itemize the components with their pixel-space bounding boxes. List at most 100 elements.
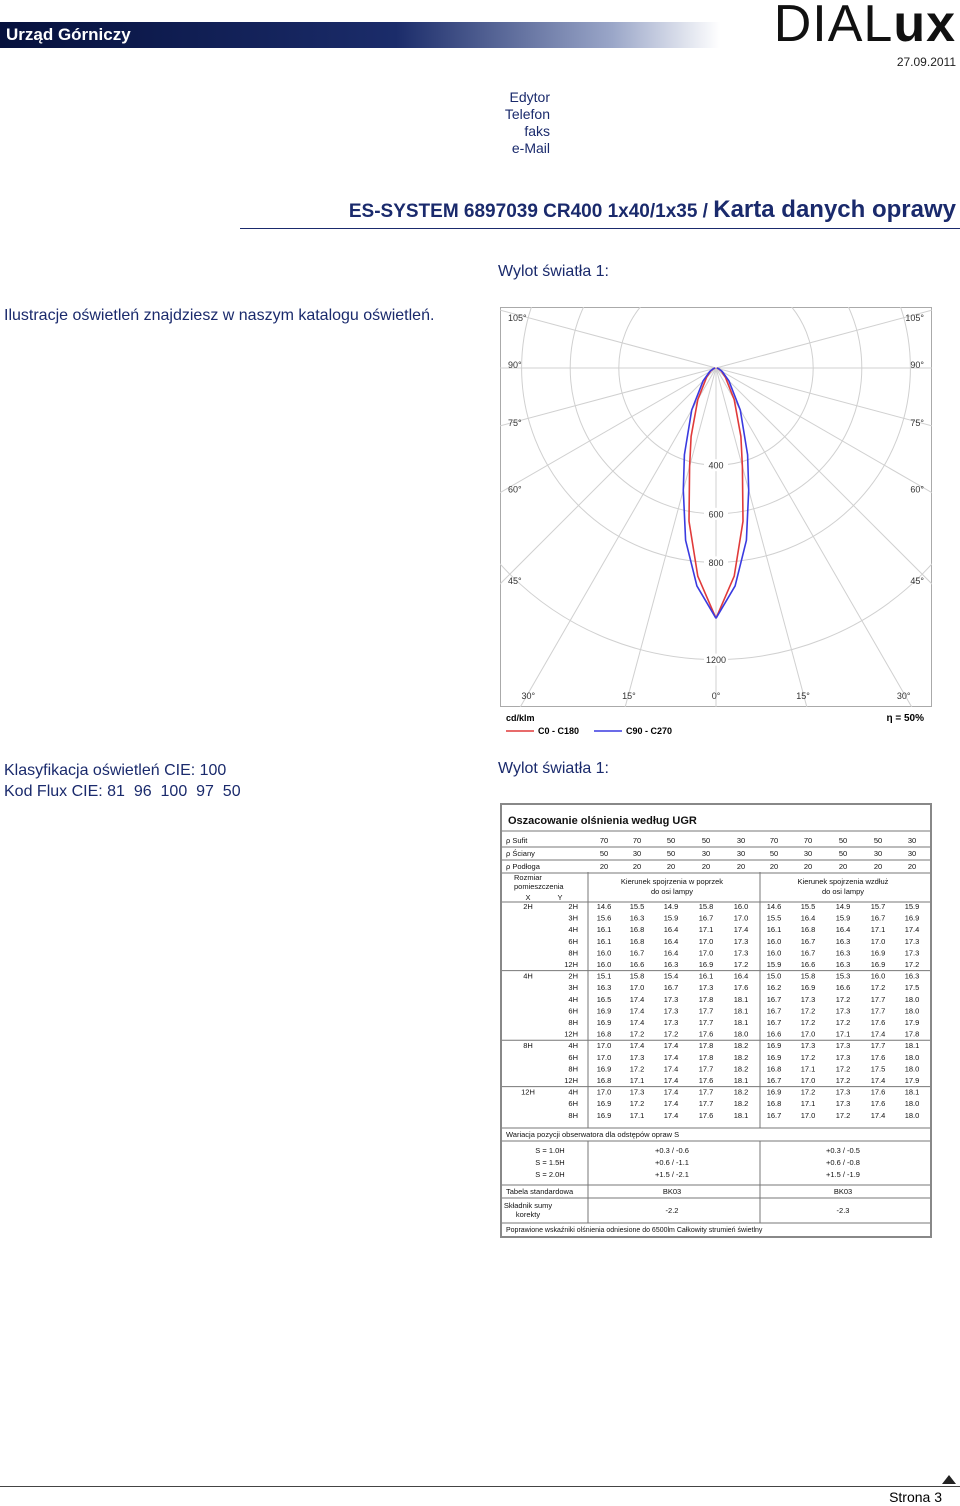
room-y: 2H bbox=[568, 972, 578, 981]
ugr-value: 16.8 bbox=[630, 925, 645, 934]
y-label: Y bbox=[557, 893, 562, 902]
radial-tick-label: 1200 bbox=[706, 655, 726, 665]
ugr-value: 17.4 bbox=[630, 1006, 645, 1015]
angle-label: 90° bbox=[910, 360, 924, 370]
ugr-value: 17.4 bbox=[630, 1041, 645, 1050]
ugr-value: 16.9 bbox=[597, 1064, 612, 1073]
ugr-value: 17.2 bbox=[836, 995, 851, 1004]
ugr-value: 17.0 bbox=[801, 1111, 816, 1120]
ugr-value: 15.5 bbox=[801, 902, 816, 911]
ugr-value: 17.7 bbox=[699, 1064, 714, 1073]
ugr-value: 17.4 bbox=[664, 1099, 679, 1108]
variation: +1.5 / -1.9 bbox=[826, 1170, 860, 1179]
spacing: S = 1.5H bbox=[535, 1158, 564, 1167]
ugr-value: 16.9 bbox=[801, 983, 816, 992]
ugr-value: 16.9 bbox=[905, 914, 920, 923]
ugr-value: 17.3 bbox=[630, 1053, 645, 1062]
ugr-value: 17.1 bbox=[871, 925, 886, 934]
ugr-value: 17.2 bbox=[836, 1064, 851, 1073]
ugr-value: 15.8 bbox=[801, 972, 816, 981]
ugr-value: 16.3 bbox=[836, 948, 851, 957]
ugr-value: 17.6 bbox=[734, 983, 749, 992]
ugr-value: 18.1 bbox=[734, 1076, 749, 1085]
label-bg bbox=[704, 653, 728, 666]
reflectance-label: ρ Sufit bbox=[506, 836, 528, 845]
grid-ray bbox=[715, 367, 932, 585]
ugr-value: 17.5 bbox=[871, 1064, 886, 1073]
ugr-value: 16.7 bbox=[871, 914, 886, 923]
room-y: 8H bbox=[568, 1064, 578, 1073]
dir-along: do osi lampy bbox=[822, 887, 864, 896]
ugr-value: 17.4 bbox=[871, 1111, 886, 1120]
ugr-value: 16.8 bbox=[597, 1076, 612, 1085]
ugr-value: 17.1 bbox=[836, 1030, 851, 1039]
ugr-value: 16.3 bbox=[905, 972, 920, 981]
reflectance-value: 50 bbox=[839, 849, 847, 858]
ugr-value: 16.9 bbox=[699, 960, 714, 969]
ugr-value: 17.3 bbox=[630, 1088, 645, 1097]
ugr-value: 16.9 bbox=[871, 960, 886, 969]
brand: Urząd Górniczy bbox=[6, 25, 131, 44]
reflectance-value: 20 bbox=[667, 862, 675, 871]
ugr-value: 17.8 bbox=[699, 1041, 714, 1050]
ugr-value: 16.4 bbox=[734, 972, 749, 981]
ugr-value: 16.3 bbox=[836, 937, 851, 946]
reflectance-value: 50 bbox=[874, 836, 882, 845]
ugr-value: 17.0 bbox=[801, 1030, 816, 1039]
reflectance-value: 70 bbox=[633, 836, 641, 845]
ugr-value: 16.7 bbox=[801, 948, 816, 957]
reflectance-value: 20 bbox=[908, 862, 916, 871]
ugr-value: 15.0 bbox=[767, 972, 782, 981]
ugr-value: 16.9 bbox=[767, 1041, 782, 1050]
ugr-value: 17.4 bbox=[664, 1064, 679, 1073]
ugr-value: 17.5 bbox=[905, 983, 920, 992]
flux-code: Kod Flux CIE: 81 96 100 97 50 bbox=[4, 783, 241, 800]
ugr-value: 17.1 bbox=[630, 1111, 645, 1120]
ugr-value: 17.0 bbox=[699, 937, 714, 946]
reflectance-value: 70 bbox=[770, 836, 778, 845]
grid-ray bbox=[500, 309, 717, 369]
ugr-value: 16.2 bbox=[767, 983, 782, 992]
correction-label: korekty bbox=[516, 1210, 540, 1219]
ugr-value: 18.1 bbox=[734, 995, 749, 1004]
ugr-value: 18.2 bbox=[734, 1053, 749, 1062]
ugr-value: 17.2 bbox=[836, 1018, 851, 1027]
ugr-value: 17.2 bbox=[801, 1018, 816, 1027]
room-y: 4H bbox=[568, 995, 578, 1004]
ugr-value: 16.9 bbox=[597, 1111, 612, 1120]
ugr-value: 16.4 bbox=[664, 937, 679, 946]
angle-label: 15° bbox=[796, 691, 810, 701]
ugr-value: 17.6 bbox=[699, 1030, 714, 1039]
ugr-value: 16.0 bbox=[597, 960, 612, 969]
ugr-value: 16.8 bbox=[767, 1099, 782, 1108]
reflectance-label: ρ Ściany bbox=[506, 849, 535, 858]
ugr-value: 17.2 bbox=[734, 960, 749, 969]
ugr-value: 15.9 bbox=[664, 914, 679, 923]
ugr-value: 15.5 bbox=[767, 914, 782, 923]
ugr-value: 17.4 bbox=[664, 1041, 679, 1050]
grid-ray bbox=[500, 367, 717, 585]
doc-type: Karta danych oprawy bbox=[713, 196, 956, 223]
contact-line: Telefon bbox=[504, 106, 550, 122]
room-x: 12H bbox=[521, 1088, 535, 1097]
ugr-value: 16.3 bbox=[597, 983, 612, 992]
angle-label: 30° bbox=[897, 691, 911, 701]
ugr-value: 17.6 bbox=[871, 1053, 886, 1062]
reflectance-value: 30 bbox=[737, 849, 745, 858]
ugr-value: 17.2 bbox=[836, 1076, 851, 1085]
ugr-value: 17.0 bbox=[801, 1076, 816, 1085]
ugr-value: 17.3 bbox=[836, 1088, 851, 1097]
footer-mark bbox=[942, 1475, 956, 1484]
ugr-value: 18.2 bbox=[734, 1088, 749, 1097]
reflectance-value: 20 bbox=[702, 862, 710, 871]
ugr-value: 16.9 bbox=[767, 1088, 782, 1097]
ugr-value: 16.8 bbox=[801, 925, 816, 934]
ugr-value: 17.0 bbox=[734, 914, 749, 923]
ugr-value: 16.7 bbox=[767, 1111, 782, 1120]
ugr-value: 17.4 bbox=[664, 1053, 679, 1062]
variation-label: Wariacja pozycji obserwatora dla odstępó… bbox=[506, 1130, 679, 1139]
ugr-value: 16.1 bbox=[597, 925, 612, 934]
ugr-value: 18.0 bbox=[734, 1030, 749, 1039]
reflectance-value: 30 bbox=[804, 849, 812, 858]
